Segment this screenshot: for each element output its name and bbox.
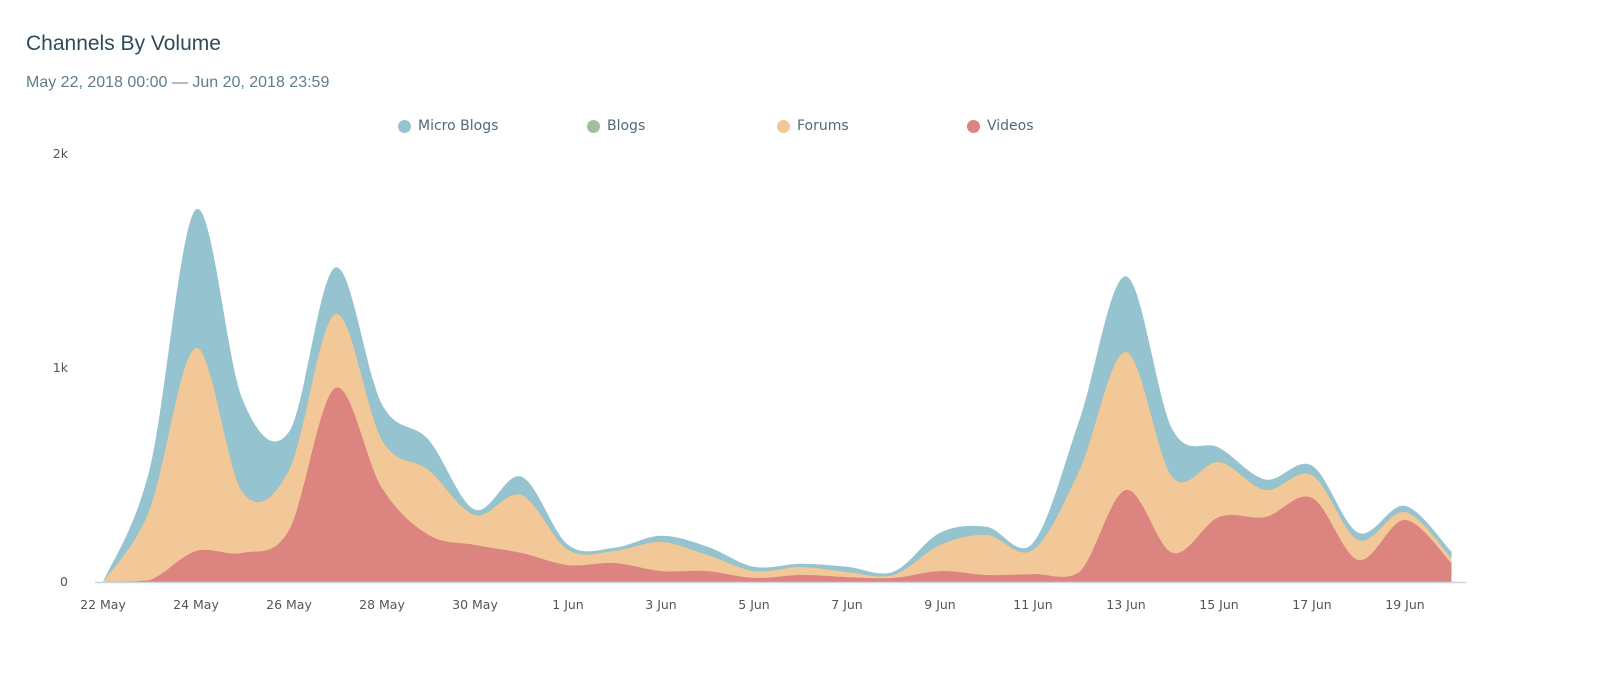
legend-item-forums[interactable]: Forums — [777, 118, 849, 134]
legend-swatch — [398, 119, 411, 133]
legend-item-micro-blogs[interactable]: Micro Blogs — [398, 118, 498, 134]
y-tick-label: 1k — [53, 360, 69, 375]
y-tick-label: 2k — [53, 146, 69, 161]
x-tick-label: 17 Jun — [1292, 597, 1331, 612]
legend-label: Videos — [987, 118, 1034, 134]
x-tick-label: 5 Jun — [738, 597, 769, 612]
legend-item-blogs[interactable]: Blogs — [587, 118, 645, 134]
chart-title: Channels By Volume — [26, 32, 221, 55]
x-tick-label: 7 Jun — [831, 597, 862, 612]
legend-item-videos[interactable]: Videos — [967, 118, 1034, 134]
x-tick-label: 3 Jun — [645, 597, 676, 612]
x-tick-label: 28 May — [359, 597, 405, 612]
legend-swatch — [967, 119, 980, 133]
legend-swatch — [587, 119, 600, 133]
x-tick-label: 26 May — [266, 597, 312, 612]
legend-label: Forums — [797, 118, 849, 134]
x-tick-label: 19 Jun — [1385, 597, 1424, 612]
legend-label: Blogs — [607, 118, 646, 134]
x-tick-label: 9 Jun — [924, 597, 955, 612]
legend-label: Micro Blogs — [418, 118, 499, 134]
date-range: May 22, 2018 00:00 — Jun 20, 2018 23:59 — [26, 74, 330, 91]
x-tick-label: 13 Jun — [1106, 597, 1145, 612]
area-videos[interactable] — [103, 387, 1452, 582]
x-tick-label: 15 Jun — [1199, 597, 1238, 612]
legend: Micro Blogs Blogs Forums Videos — [0, 118, 1600, 138]
x-tick-label: 24 May — [173, 597, 219, 612]
x-tick-label: 11 Jun — [1013, 597, 1052, 612]
x-tick-label: 22 May — [80, 597, 126, 612]
x-tick-label: 30 May — [452, 597, 498, 612]
x-tick-label: 1 Jun — [552, 597, 583, 612]
legend-swatch — [777, 119, 790, 133]
y-tick-label: 0 — [60, 574, 68, 589]
